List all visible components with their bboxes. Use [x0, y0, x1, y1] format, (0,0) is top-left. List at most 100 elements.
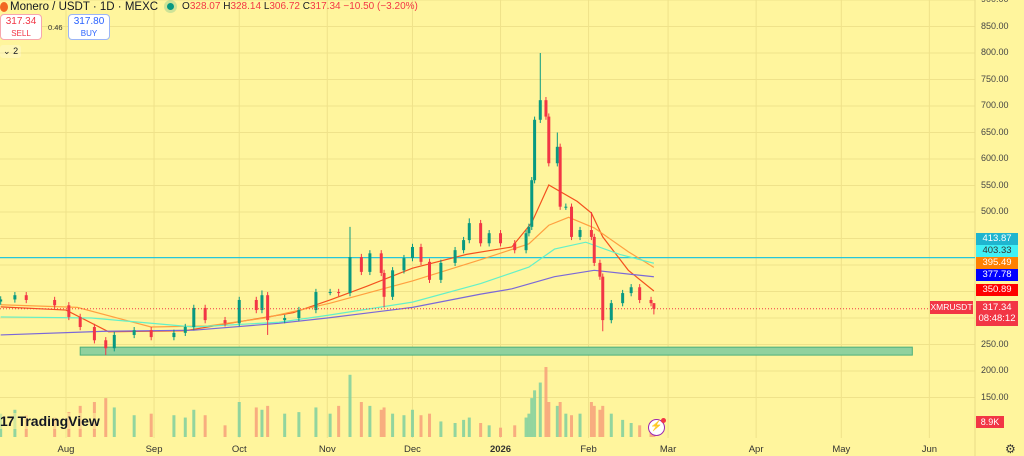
tradingview-logo[interactable]: 17 TradingView [0, 413, 100, 429]
volume-bar [570, 415, 574, 437]
volume-bar [638, 425, 642, 437]
candle-body [223, 320, 227, 324]
support-zone [79, 346, 913, 356]
y-tick-label: 150.00 [981, 391, 1009, 402]
buy-button[interactable]: 317.80 BUY [68, 14, 110, 40]
y-tick-label: 550.00 [981, 179, 1009, 190]
candle-body [24, 295, 28, 300]
candle-body [578, 230, 582, 237]
candle-body [104, 340, 108, 349]
volume-bar [589, 402, 593, 437]
candle-body [453, 250, 457, 263]
candle-body [379, 253, 383, 273]
last-price-label: 317.34 08:48:12 [976, 301, 1018, 326]
candle-body [629, 287, 633, 294]
candle-body [419, 246, 423, 262]
volume-bar [337, 405, 341, 437]
candle-body [598, 262, 602, 277]
volume-bar [203, 415, 207, 437]
ma-red-label: 350.89 [976, 284, 1018, 296]
candle-body [649, 299, 653, 304]
candle-body [149, 330, 153, 338]
y-tick-label: 250.00 [981, 338, 1009, 349]
volume-bar [266, 405, 270, 437]
candle-body [428, 261, 432, 280]
gear-icon[interactable]: ⚙ [1005, 442, 1016, 456]
candle-body [203, 307, 207, 321]
x-tick-label: Mar [659, 444, 677, 455]
volume-bar [348, 374, 352, 437]
ma-mint-label: 403.33 [976, 245, 1018, 257]
moving-average-line [0, 216, 655, 328]
volume-bar [479, 423, 483, 437]
candle-body [112, 334, 116, 349]
chevron-down-icon: ⌄ [3, 46, 11, 56]
candle-body [410, 246, 414, 259]
candle-body [254, 299, 258, 311]
x-tick-label: Feb [580, 444, 597, 455]
volume-bar [192, 409, 196, 437]
indicators-toggle[interactable]: ⌄ 2 [0, 45, 22, 58]
x-tick-label: Apr [748, 444, 764, 455]
moving-average-line [0, 269, 654, 336]
candle-body [513, 243, 517, 251]
volume-bar [453, 423, 457, 437]
symbol-header: Monero / USDT · 1D · MEXC O328.07 H328.1… [0, 0, 418, 13]
candle-body [547, 116, 551, 164]
volume-bar [592, 405, 596, 437]
volume-label: 8.9K [976, 416, 1004, 428]
x-tick-label: 2026 [489, 444, 512, 455]
candle-body [439, 262, 443, 280]
x-tick-label: Jun [921, 444, 938, 455]
spread-value: 0.46 [48, 23, 63, 32]
candle-body [132, 330, 136, 335]
candle-body [266, 295, 270, 321]
candle-body [462, 240, 466, 251]
candle-body [555, 146, 559, 164]
volume-bar [524, 417, 528, 437]
candle-body [13, 295, 17, 300]
market-status-icon [167, 3, 175, 10]
volume-bar [544, 367, 548, 437]
symbol-price-tag: XMRUSDT [930, 301, 973, 314]
candle-body [592, 236, 596, 263]
volume-bar [533, 390, 537, 437]
lightning-icon[interactable]: ⚡ [648, 418, 666, 436]
volume-bar [132, 415, 136, 437]
x-tick-label: Nov [318, 444, 336, 455]
candle-body [544, 100, 548, 117]
candle-body [527, 226, 531, 234]
candle-body [260, 295, 264, 311]
candle-body [533, 119, 537, 181]
symbol-title[interactable]: Monero / USDT · 1D · MEXC [10, 0, 159, 13]
volume-bar [183, 417, 187, 437]
x-tick-label: Oct [231, 444, 247, 455]
candle-body [283, 318, 287, 321]
candle-body [359, 257, 363, 272]
volume-bar [499, 427, 503, 437]
candle-body [499, 233, 503, 244]
candle-body [328, 292, 332, 294]
candle-body [621, 293, 625, 304]
y-tick-label: 650.00 [981, 126, 1009, 137]
candle-body [609, 303, 613, 321]
candle-body [183, 327, 187, 333]
volume-bar [254, 407, 258, 437]
volume-bar [558, 402, 562, 437]
volume-bar [382, 407, 386, 437]
volume-bar [104, 398, 108, 437]
y-tick-label: 500.00 [981, 206, 1009, 216]
candle-body [382, 272, 386, 297]
y-tick-label: 850.00 [981, 20, 1009, 31]
volume-bar [513, 425, 517, 437]
volume-bar [391, 413, 395, 437]
candle-body [570, 206, 574, 237]
x-tick-label: Aug [57, 444, 75, 455]
volume-bar [578, 413, 582, 437]
y-tick-label: 750.00 [981, 73, 1009, 84]
y-tick-label: 700.00 [981, 100, 1009, 110]
y-tick-label: 200.00 [981, 365, 1009, 375]
volume-bar [555, 405, 559, 437]
sell-button[interactable]: 317.34 SELL [0, 14, 42, 40]
